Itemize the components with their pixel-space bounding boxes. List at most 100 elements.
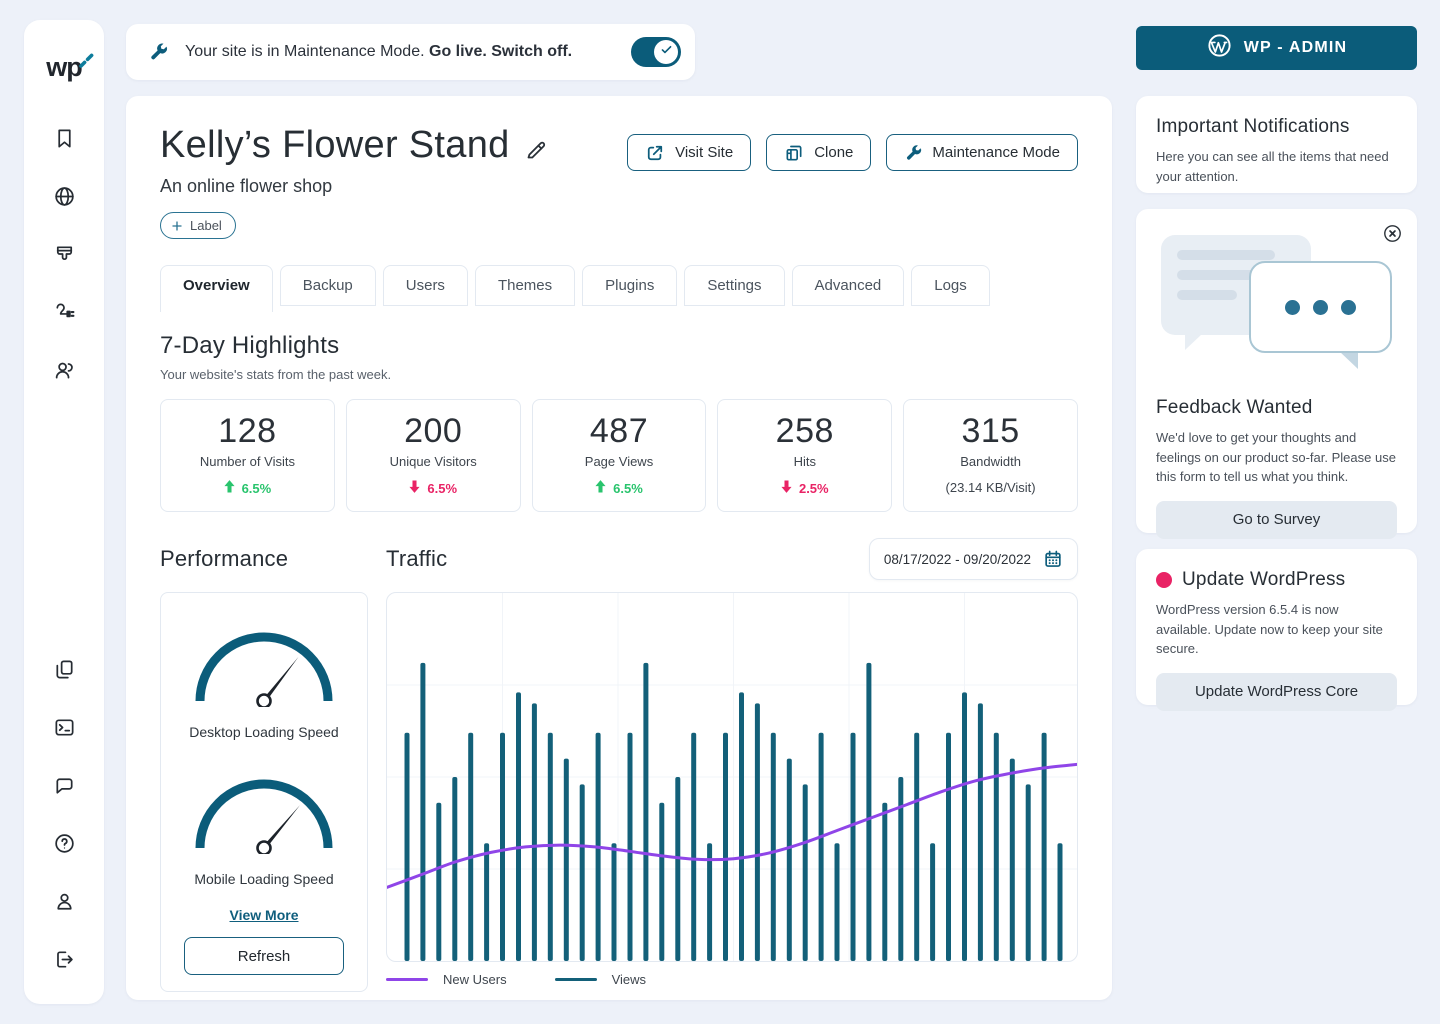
site-dashboard-panel: Kelly’s Flower Stand Visit Site Clone Ma… bbox=[126, 96, 1112, 1000]
legend-label: New Users bbox=[443, 972, 507, 987]
edit-title-icon[interactable] bbox=[524, 138, 548, 167]
users-icon bbox=[53, 359, 76, 387]
stat-label: Hits bbox=[793, 454, 816, 469]
bubble-back-tail bbox=[1184, 334, 1202, 350]
check-icon bbox=[660, 43, 673, 61]
sidebar-item-messages[interactable] bbox=[52, 776, 76, 800]
gauges: Desktop Loading Speed Mobile Loading Spe… bbox=[189, 617, 339, 887]
brush-icon bbox=[53, 243, 76, 271]
calendar-icon bbox=[1043, 549, 1063, 569]
site-subtitle: An online flower shop bbox=[160, 176, 333, 196]
tab-overview[interactable]: Overview bbox=[160, 265, 273, 312]
stat-note: (23.14 KB/Visit) bbox=[945, 480, 1036, 495]
maintenance-mode-label: Maintenance Mode bbox=[932, 144, 1060, 161]
stat-value: 200 bbox=[404, 412, 463, 450]
stat-card-hits: 258 Hits 2.5% bbox=[717, 399, 893, 512]
highlights-cards: 128 Number of Visits 6.5% 200 Unique Visi… bbox=[160, 399, 1078, 512]
help-icon bbox=[53, 832, 76, 860]
gauge-desktop-loading-speed: Desktop Loading Speed bbox=[189, 617, 339, 740]
notifications-title: Important Notifications bbox=[1156, 116, 1350, 137]
performance-section: Performance Desktop Loading Speed Mobile… bbox=[160, 538, 368, 992]
update-body: WordPress version 6.5.4 is now available… bbox=[1156, 602, 1383, 656]
tab-users[interactable]: Users bbox=[382, 265, 468, 306]
sidebar-item-terminal[interactable] bbox=[52, 718, 76, 742]
stat-value: 128 bbox=[218, 412, 277, 450]
tab-logs[interactable]: Logs bbox=[911, 265, 990, 306]
sidebar-item-themes[interactable] bbox=[52, 245, 76, 269]
gauge-dial bbox=[189, 764, 339, 859]
stat-label: Number of Visits bbox=[199, 454, 295, 469]
clone-label: Clone bbox=[814, 144, 854, 161]
visit-site-button[interactable]: Visit Site bbox=[627, 134, 752, 171]
add-label-text: Label bbox=[190, 218, 222, 233]
maintenance-mode-button[interactable]: Maintenance Mode bbox=[886, 134, 1078, 171]
wp-admin-header[interactable]: WP - ADMIN bbox=[1136, 26, 1417, 70]
stat-card-number-of-visits: 128 Number of Visits 6.5% bbox=[160, 399, 335, 512]
arrow-down-icon bbox=[781, 480, 792, 496]
maintenance-toggle[interactable] bbox=[631, 37, 681, 67]
wrench-icon bbox=[904, 144, 922, 162]
bubble-stripe bbox=[1176, 270, 1257, 280]
close-icon[interactable] bbox=[1382, 223, 1403, 244]
update-wordpress-core-button[interactable]: Update WordPress Core bbox=[1156, 672, 1397, 711]
globe-icon bbox=[53, 185, 76, 213]
gauge-mobile-loading-speed: Mobile Loading Speed bbox=[189, 764, 339, 887]
highlights-title: 7-Day Highlights bbox=[160, 332, 340, 359]
performance-title: Performance bbox=[160, 546, 289, 571]
stat-card-unique-visitors: 200 Unique Visitors 6.5% bbox=[345, 399, 521, 512]
clone-button[interactable]: Clone bbox=[766, 134, 872, 171]
clone-icon bbox=[784, 143, 804, 163]
tab-themes[interactable]: Themes bbox=[474, 265, 576, 306]
tab-settings[interactable]: Settings bbox=[684, 265, 785, 306]
page-title: Kelly’s Flower Stand bbox=[160, 124, 510, 166]
date-range-picker[interactable]: 08/17/2022 - 09/20/2022 bbox=[868, 538, 1078, 580]
traffic-title: Traffic bbox=[386, 546, 448, 571]
wrench-icon bbox=[148, 42, 168, 62]
stat-delta: 6.5% bbox=[541, 480, 698, 496]
tab-plugins[interactable]: Plugins bbox=[582, 265, 678, 306]
bubble-dot bbox=[1284, 299, 1300, 315]
bookmark-icon bbox=[53, 127, 76, 155]
sidebar-item-users[interactable] bbox=[52, 361, 76, 385]
sidebar-item-help[interactable] bbox=[52, 834, 76, 858]
legend-swatch bbox=[386, 978, 428, 981]
sidebar-item-account[interactable] bbox=[52, 892, 76, 916]
wp-logo[interactable]: wp bbox=[46, 52, 94, 83]
refresh-button[interactable]: Refresh bbox=[184, 937, 344, 975]
sidebar-item-domains[interactable] bbox=[52, 187, 76, 211]
maintenance-banner: Your site is in Maintenance Mode. Go liv… bbox=[126, 24, 695, 80]
view-more-link[interactable]: View More bbox=[229, 907, 299, 923]
go-to-survey-button[interactable]: Go to Survey bbox=[1156, 500, 1397, 539]
feedback-body: We'd love to get your thoughts and feeli… bbox=[1156, 430, 1396, 484]
legend-item-views: Views bbox=[554, 972, 646, 987]
gauge-label: Desktop Loading Speed bbox=[189, 724, 339, 740]
account-icon bbox=[53, 890, 76, 918]
sidebar-item-bookmarks[interactable] bbox=[52, 129, 76, 153]
dashboard-tabs: Overview Backup Users Themes Plugins Settings… bbox=[160, 265, 1078, 312]
stat-delta: 6.5% bbox=[355, 480, 512, 496]
arrow-up-icon bbox=[224, 480, 235, 496]
highlights-subtitle: Your website's stats from the past week. bbox=[160, 367, 392, 382]
bubble-dot bbox=[1340, 299, 1356, 315]
legend-item-new-users: New Users bbox=[386, 972, 507, 987]
tab-backup[interactable]: Backup bbox=[279, 265, 376, 306]
wp-logo-text: wp bbox=[46, 52, 82, 82]
visit-site-label: Visit Site bbox=[675, 144, 734, 161]
stat-card-bandwidth: 315 Bandwidth (23.14 KB/Visit) bbox=[903, 399, 1078, 512]
legend-swatch bbox=[554, 978, 597, 981]
stat-label: Page Views bbox=[584, 454, 654, 469]
sidebar-item-plugins[interactable] bbox=[52, 303, 76, 327]
traffic-chart-svg bbox=[387, 593, 1077, 961]
tab-advanced[interactable]: Advanced bbox=[791, 265, 905, 306]
stat-value: 487 bbox=[589, 412, 649, 450]
sidebar-item-logout[interactable] bbox=[52, 950, 76, 974]
date-range-value: 08/17/2022 - 09/20/2022 bbox=[883, 551, 1031, 567]
add-label-chip[interactable]: Label bbox=[160, 212, 236, 239]
plugin-icon bbox=[53, 301, 76, 329]
update-title: Update WordPress bbox=[1182, 569, 1346, 590]
bubble-stripe bbox=[1176, 250, 1275, 260]
sidebar-item-pages[interactable] bbox=[52, 660, 76, 684]
sidebar-nav-top bbox=[52, 129, 76, 385]
wp-admin-label: WP - ADMIN bbox=[1243, 39, 1348, 56]
stat-label: Unique Visitors bbox=[389, 454, 477, 469]
